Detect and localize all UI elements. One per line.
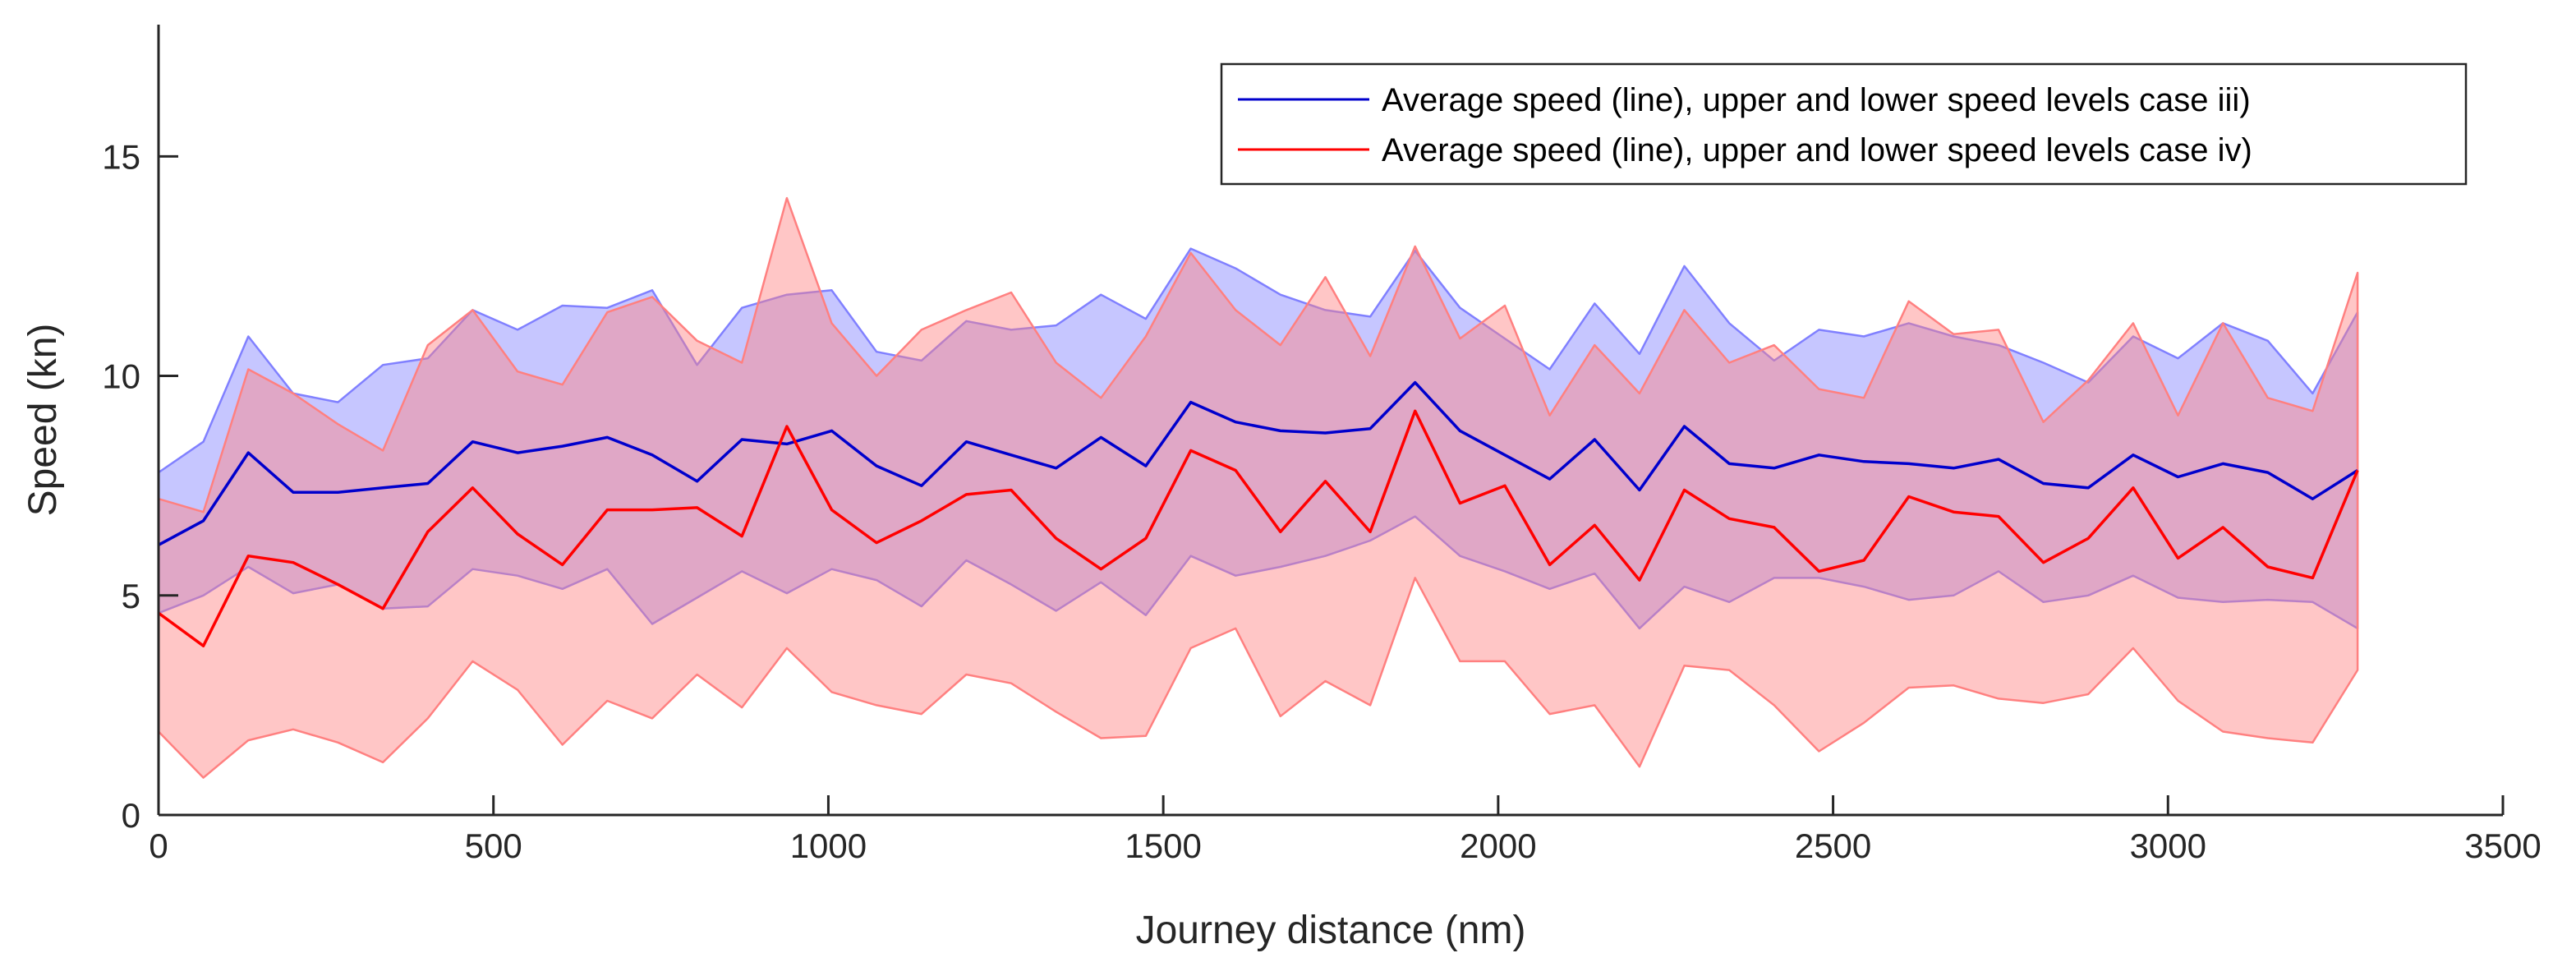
legend: Average speed (line), upper and lower sp… [1220,62,2468,186]
x-tick-label: 0 [149,826,168,865]
average-speed-lines [157,380,2359,647]
x-tick-label: 1000 [790,826,867,865]
y-ticks: 0 5 10 15 [102,137,178,835]
speed-band-case-iv [157,196,2359,779]
x-tick-label: 2000 [1460,826,1536,865]
y-tick-label: 15 [102,137,140,176]
legend-box [1220,62,2468,186]
y-tick-label: 0 [122,796,140,835]
x-tick-label: 500 [465,826,522,865]
x-axis-title: Journey distance (nm) [1136,909,1526,952]
legend-label-case-iv: Average speed (line), upper and lower sp… [1382,132,2252,168]
x-tick-label: 3500 [2464,826,2541,865]
speed-bands [157,196,2359,779]
x-ticks: 0 500 1000 1500 2000 2500 3000 3500 [149,795,2542,865]
x-tick-label: 1500 [1125,826,1201,865]
y-tick-label: 10 [102,357,140,396]
y-tick-label: 5 [122,577,140,615]
y-axis-title: Speed (kn) [21,324,65,517]
legend-label-case-iii: Average speed (line), upper and lower sp… [1382,82,2251,118]
x-tick-label: 2500 [1795,826,1871,865]
average-speed-line-case-iv [157,409,2359,647]
average-speed-line-case-iii [158,380,2359,546]
x-tick-label: 3000 [2130,826,2206,865]
